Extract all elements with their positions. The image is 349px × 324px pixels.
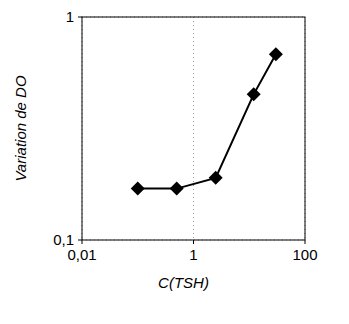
tick bbox=[82, 240, 83, 244]
y-tick-label: 1 bbox=[66, 8, 74, 25]
tick bbox=[78, 17, 82, 18]
y-axis-label: Variation de DO bbox=[12, 75, 29, 181]
tick bbox=[193, 240, 194, 244]
x-tick-label: 0,01 bbox=[67, 246, 96, 263]
plot-frame bbox=[82, 17, 305, 240]
grid-line bbox=[193, 17, 194, 240]
marker bbox=[131, 182, 145, 196]
marker bbox=[209, 171, 223, 185]
y-tick-label: 0,1 bbox=[53, 231, 74, 248]
x-axis-label: C(TSH) bbox=[158, 274, 209, 291]
series-line bbox=[138, 54, 276, 188]
plot-area bbox=[131, 47, 283, 195]
x-tick-label: 1 bbox=[189, 246, 197, 263]
x-tick-label: 100 bbox=[292, 246, 317, 263]
chart: 0,01 1 100 0,1 1 C(TSH) Variation de DO bbox=[0, 0, 349, 324]
marker bbox=[170, 182, 184, 196]
marker bbox=[247, 87, 261, 101]
tick bbox=[78, 240, 82, 241]
marker bbox=[269, 47, 283, 61]
tick bbox=[305, 240, 306, 244]
